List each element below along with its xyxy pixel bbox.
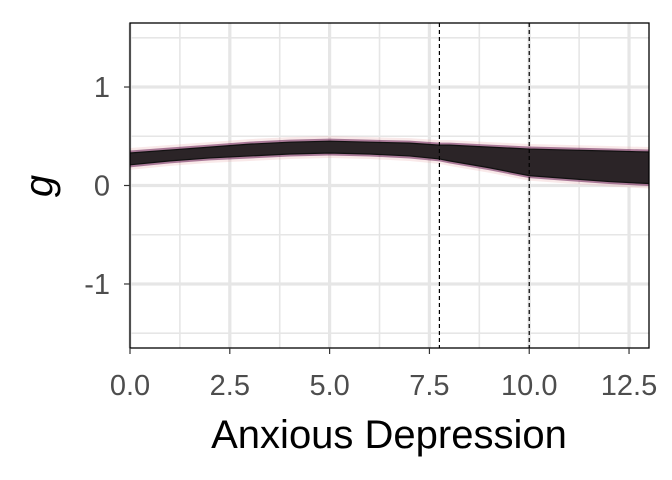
y-tick-label: -1 bbox=[84, 269, 110, 301]
band-fill bbox=[130, 141, 649, 184]
x-tick-label: 0.0 bbox=[110, 370, 150, 402]
y-axis-ticks: -1 0 1 bbox=[84, 72, 130, 301]
y-axis-label: g bbox=[17, 175, 61, 197]
y-tick-label: 1 bbox=[94, 72, 110, 104]
y-tick-label: 0 bbox=[94, 171, 110, 203]
band-lower-edge bbox=[130, 152, 649, 185]
band-upper-edge bbox=[130, 140, 649, 154]
x-axis-ticks: 0.0 2.5 5.0 7.5 10.0 12.5 bbox=[110, 348, 657, 402]
x-tick-label: 10.0 bbox=[501, 370, 557, 402]
x-tick-label: 2.5 bbox=[210, 370, 250, 402]
band-layer bbox=[130, 136, 649, 189]
x-tick-label: 12.5 bbox=[601, 370, 657, 402]
x-tick-label: 5.0 bbox=[309, 370, 349, 402]
x-axis-label: Anxious Depression bbox=[211, 413, 567, 457]
reference-lines bbox=[438, 23, 530, 348]
x-tick-label: 7.5 bbox=[409, 370, 449, 402]
grid bbox=[128, 23, 649, 348]
